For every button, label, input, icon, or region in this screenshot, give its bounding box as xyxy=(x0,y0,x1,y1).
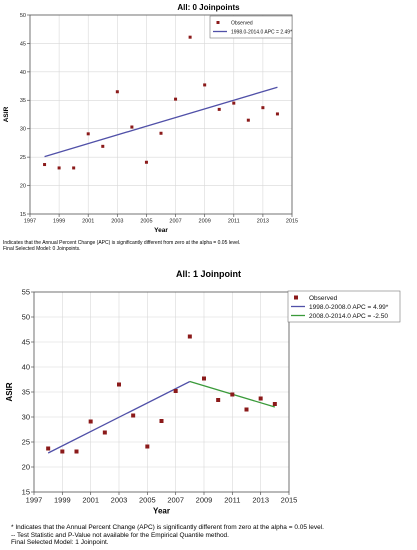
data-point xyxy=(187,334,192,339)
y-tick-label: 30 xyxy=(22,413,30,422)
data-point xyxy=(188,35,192,39)
y-tick-label: 55 xyxy=(22,288,30,297)
x-tick-label: 2013 xyxy=(257,219,269,225)
y-tick-label: 45 xyxy=(22,338,30,347)
x-tick-label: 1999 xyxy=(53,219,65,225)
x-tick-label: 1999 xyxy=(54,496,71,505)
footnote: * Indicates that the Annual Percent Chan… xyxy=(11,524,324,531)
data-point xyxy=(202,376,206,381)
y-tick-label: 50 xyxy=(20,13,26,19)
data-point xyxy=(130,125,134,129)
legend-label: 2008.0-2014.0 APC = -2.50 xyxy=(309,313,388,320)
data-point xyxy=(145,444,150,449)
legend-box xyxy=(209,15,293,39)
x-tick-label: 2007 xyxy=(169,219,181,225)
x-tick-label: 2001 xyxy=(82,219,94,225)
data-point xyxy=(173,389,178,393)
chart-title: All: 1 Joinpoint xyxy=(176,269,241,279)
footnote: Final Selected Model: 0 Joinpoints. xyxy=(3,246,81,252)
y-tick-label: 20 xyxy=(22,463,30,472)
y-tick-label: 40 xyxy=(22,363,30,372)
y-tick-label: 40 xyxy=(20,70,26,76)
data-point xyxy=(60,449,65,454)
y-tick-label: 50 xyxy=(22,313,30,322)
x-tick-label: 2005 xyxy=(139,496,156,505)
x-tick-label: 2007 xyxy=(167,496,184,505)
chart-title: All: 0 Joinpoints xyxy=(177,3,240,12)
data-point xyxy=(261,106,265,110)
x-tick-label: 2003 xyxy=(111,219,123,225)
x-tick-label: 2013 xyxy=(252,496,269,505)
x-tick-label: 1997 xyxy=(24,219,36,225)
y-tick-label: 45 xyxy=(20,41,26,47)
y-tick-label: 15 xyxy=(20,212,26,218)
chart-top: 1997 1999 2001 2003 2005 2007 2009 2011 2013 2015… xyxy=(3,13,298,234)
data-point xyxy=(102,430,107,435)
data-point xyxy=(72,166,76,170)
data-point xyxy=(232,101,236,105)
fit-line xyxy=(47,380,191,454)
y-axis-label: ASIR xyxy=(5,382,14,401)
data-point xyxy=(101,144,105,148)
legend-label: Observed xyxy=(309,295,338,302)
y-tick-label: 30 xyxy=(20,127,26,133)
y-tick-label: 15 xyxy=(22,488,30,497)
legend-marker xyxy=(294,295,298,300)
x-tick-label: 2003 xyxy=(111,496,128,505)
legend-label: Observed xyxy=(231,20,253,26)
y-tick-label: 25 xyxy=(22,438,30,447)
x-axis-label: Year xyxy=(153,507,170,516)
x-tick-label: 2015 xyxy=(286,219,298,225)
x-tick-label: 1997 xyxy=(26,496,43,505)
x-tick-label: 2015 xyxy=(281,496,298,505)
data-point xyxy=(272,402,277,406)
legend-label: 1998.0-2014.0 APC = 2.49* xyxy=(231,29,292,35)
plot-area xyxy=(30,15,292,214)
x-tick-label: 2005 xyxy=(140,219,152,225)
data-point xyxy=(244,407,249,412)
data-point xyxy=(159,419,164,423)
data-point xyxy=(131,413,136,418)
data-point xyxy=(86,132,90,136)
data-point xyxy=(216,398,221,402)
y-tick-label: 35 xyxy=(22,388,30,397)
fit-line xyxy=(44,86,278,158)
data-point xyxy=(230,392,235,397)
footnote: -- Test Statistic and P-Value not availa… xyxy=(11,531,229,539)
x-tick-label: 2009 xyxy=(199,219,211,225)
x-tick-label: 2001 xyxy=(82,496,99,505)
legend-label: 1998.0-2008.0 APC = 4.99* xyxy=(309,304,389,311)
data-point xyxy=(74,449,79,454)
legend-box xyxy=(287,290,401,323)
footnote: Final Selected Model: 1 Joinpoint. xyxy=(11,539,109,546)
data-point xyxy=(88,419,93,424)
data-point xyxy=(159,131,163,135)
x-axis-label: Year xyxy=(154,227,168,234)
data-point xyxy=(174,97,178,101)
data-point xyxy=(43,163,47,167)
data-point xyxy=(203,83,207,87)
data-point xyxy=(115,90,119,94)
data-point xyxy=(217,107,221,111)
x-tick-label: 2009 xyxy=(196,496,213,505)
x-tick-label: 2011 xyxy=(224,496,240,505)
data-point xyxy=(57,166,61,170)
data-point xyxy=(246,118,250,122)
data-point xyxy=(144,160,148,164)
y-axis-label: ASIR xyxy=(3,106,10,122)
x-tick-label: 2011 xyxy=(228,219,240,225)
data-point xyxy=(46,446,51,451)
data-point xyxy=(117,382,121,387)
data-point xyxy=(275,112,279,116)
y-tick-label: 35 xyxy=(20,98,26,104)
y-tick-label: 25 xyxy=(20,155,26,161)
plot-frame xyxy=(29,14,293,215)
legend-marker xyxy=(216,21,220,24)
data-point xyxy=(258,396,263,401)
y-tick-label: 20 xyxy=(20,183,26,189)
footnote: Indicates that the Annual Percent Change… xyxy=(3,240,241,246)
